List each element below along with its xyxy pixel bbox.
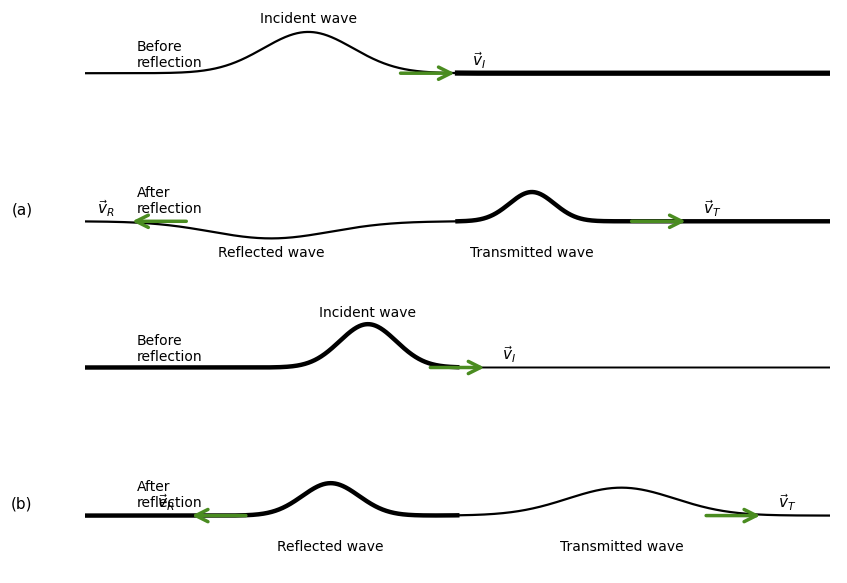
Text: $\vec{v}_R$: $\vec{v}_R$ [97, 198, 114, 219]
Text: $\vec{v}_T$: $\vec{v}_T$ [703, 198, 722, 219]
Text: Transmitted wave: Transmitted wave [470, 246, 594, 260]
Text: Transmitted wave: Transmitted wave [560, 540, 684, 554]
Text: (a): (a) [11, 202, 32, 217]
Text: $\vec{v}_I$: $\vec{v}_I$ [473, 51, 486, 71]
Text: Before
reflection: Before reflection [137, 40, 202, 70]
Text: $\vec{v}_R$: $\vec{v}_R$ [157, 493, 174, 513]
Text: Incident wave: Incident wave [260, 12, 357, 26]
Text: After
reflection: After reflection [137, 186, 202, 216]
Text: Before
reflection: Before reflection [137, 334, 202, 364]
Text: $\vec{v}_T$: $\vec{v}_T$ [778, 493, 796, 513]
Text: After
reflection: After reflection [137, 480, 202, 510]
Text: Reflected wave: Reflected wave [278, 540, 384, 554]
Text: Incident wave: Incident wave [319, 306, 417, 320]
Text: (b): (b) [11, 497, 32, 512]
Text: Reflected wave: Reflected wave [218, 246, 324, 260]
Text: $\vec{v}_I$: $\vec{v}_I$ [502, 345, 516, 366]
